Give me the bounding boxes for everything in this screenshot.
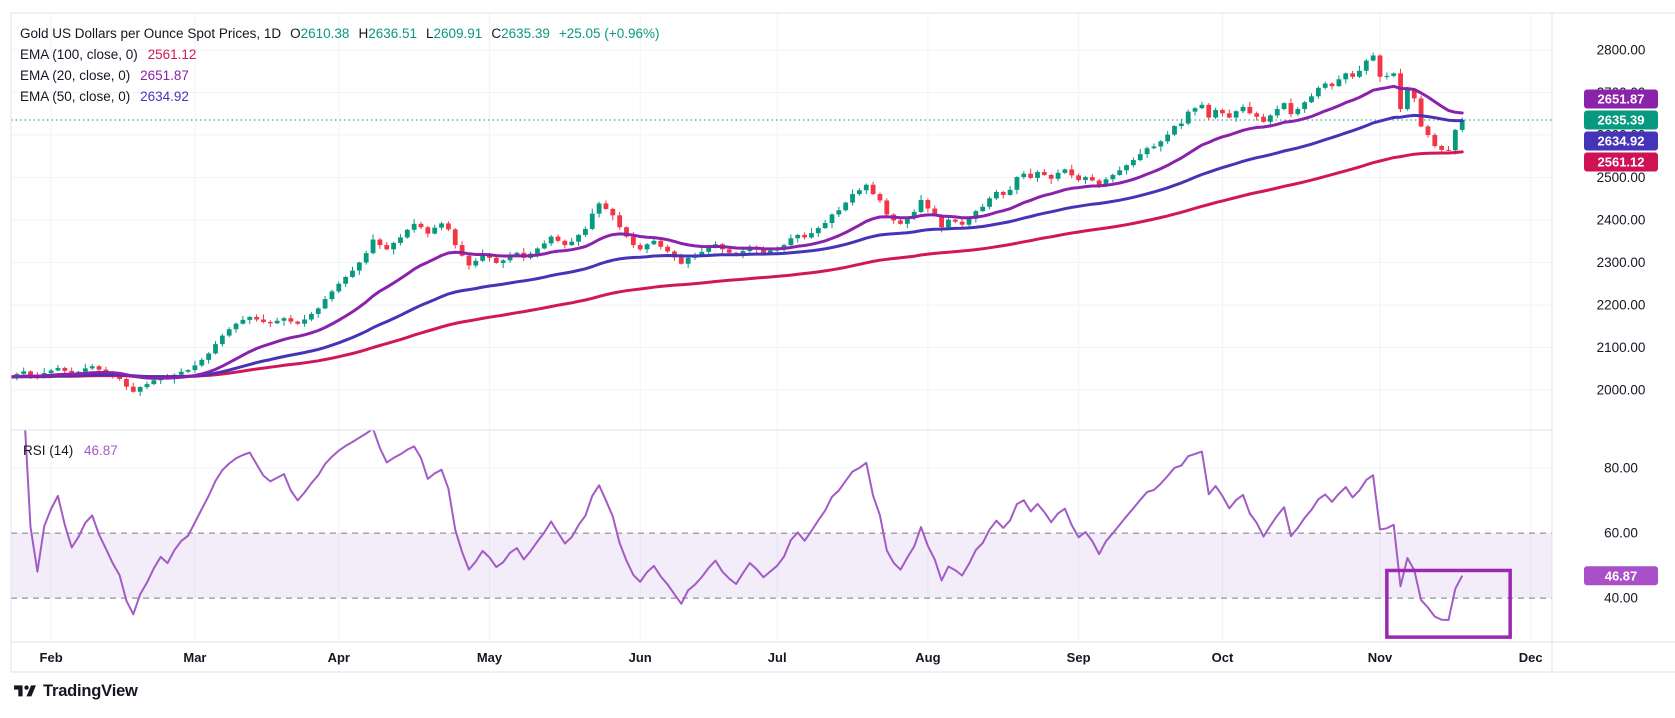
svg-text:40.00: 40.00	[1604, 591, 1638, 606]
tradingview-branding[interactable]: TradingView	[14, 682, 138, 701]
time-axis: Feb Mar Apr May Jun Jul Aug Sep Oct Nov Dec	[40, 650, 1543, 665]
tradingview-name: TradingView	[43, 682, 138, 700]
svg-text:Sep: Sep	[1067, 650, 1091, 665]
rsi-value: 46.87	[84, 443, 118, 458]
ema100-label: EMA (100, close, 0)	[20, 47, 138, 62]
svg-text:Apr: Apr	[328, 650, 350, 665]
symbol-title-row[interactable]: Gold US Dollars per Ounce Spot Prices, 1…	[20, 23, 659, 44]
svg-text:2100.00: 2100.00	[1597, 340, 1646, 355]
close-label: C	[491, 26, 502, 41]
rsi-band	[11, 532, 1552, 599]
open-label: O	[290, 26, 301, 41]
svg-text:Jul: Jul	[768, 650, 787, 665]
tradingview-logo-icon	[14, 683, 36, 700]
svg-text:Nov: Nov	[1368, 650, 1393, 665]
ema100-line	[11, 150, 1464, 379]
svg-text:Jun: Jun	[629, 650, 652, 665]
svg-text:2800.00: 2800.00	[1597, 42, 1646, 57]
ema20-line	[11, 84, 1464, 380]
legend: Gold US Dollars per Ounce Spot Prices, 1…	[20, 23, 659, 107]
high-label: H	[358, 26, 369, 41]
close-value: 2635.39	[501, 26, 550, 41]
price-badge-2561.12: 2561.12	[1584, 152, 1658, 172]
svg-text:2300.00: 2300.00	[1597, 255, 1646, 270]
ema50-value: 2634.92	[140, 89, 189, 104]
svg-text:46.87: 46.87	[1605, 568, 1638, 583]
rsi-line	[24, 430, 1464, 621]
svg-text:60.00: 60.00	[1604, 526, 1638, 541]
gridlines	[11, 13, 1552, 642]
ema20-value: 2651.87	[140, 68, 189, 83]
ema50-label: EMA (50, close, 0)	[20, 89, 131, 104]
svg-text:Mar: Mar	[183, 650, 206, 665]
rsi-label: RSI (14)	[23, 443, 74, 458]
svg-text:Oct: Oct	[1212, 650, 1234, 665]
svg-text:80.00: 80.00	[1604, 461, 1638, 476]
rsi-annotation-box[interactable]	[1385, 568, 1512, 639]
pane-borders	[10, 12, 1675, 673]
indicator-row-ema50[interactable]: EMA (50, close, 0) 2634.92	[20, 86, 659, 107]
low-label: L	[426, 26, 434, 41]
ema50-line	[11, 113, 1464, 379]
svg-text:2634.92: 2634.92	[1598, 133, 1645, 148]
symbol-title: Gold US Dollars per Ounce Spot Prices, 1…	[20, 26, 282, 41]
low-value: 2609.91	[433, 26, 483, 41]
open-value: 2610.38	[300, 26, 350, 41]
change-value: +25.05 (+0.96%)	[558, 26, 660, 41]
price-badge-2651.87: 2651.87	[1584, 89, 1658, 109]
ema20-label: EMA (20, close, 0)	[20, 68, 131, 83]
high-value: 2636.51	[368, 26, 417, 41]
ema100-value: 2561.12	[147, 47, 197, 62]
svg-text:2200.00: 2200.00	[1597, 298, 1646, 313]
svg-text:2000.00: 2000.00	[1597, 383, 1646, 398]
svg-text:2651.87: 2651.87	[1598, 91, 1645, 106]
price-badge-2634.92: 2634.92	[1584, 131, 1658, 151]
svg-text:2400.00: 2400.00	[1597, 213, 1646, 228]
svg-text:2561.12: 2561.12	[1598, 154, 1645, 169]
indicator-row-ema100[interactable]: EMA (100, close, 0) 2561.12	[20, 44, 659, 65]
rsi-legend-row[interactable]: RSI (14) 46.87	[23, 441, 118, 461]
svg-text:Aug: Aug	[915, 650, 940, 665]
svg-text:May: May	[477, 650, 503, 665]
rsi-badge: 46.87	[1584, 566, 1658, 586]
svg-text:2635.39: 2635.39	[1598, 112, 1645, 127]
svg-text:2500.00: 2500.00	[1597, 170, 1646, 185]
svg-text:Feb: Feb	[40, 650, 63, 665]
svg-text:Dec: Dec	[1519, 650, 1543, 665]
indicator-row-ema20[interactable]: EMA (20, close, 0) 2651.87	[20, 65, 659, 86]
price-badge-2635.39: 2635.39	[1584, 110, 1658, 130]
